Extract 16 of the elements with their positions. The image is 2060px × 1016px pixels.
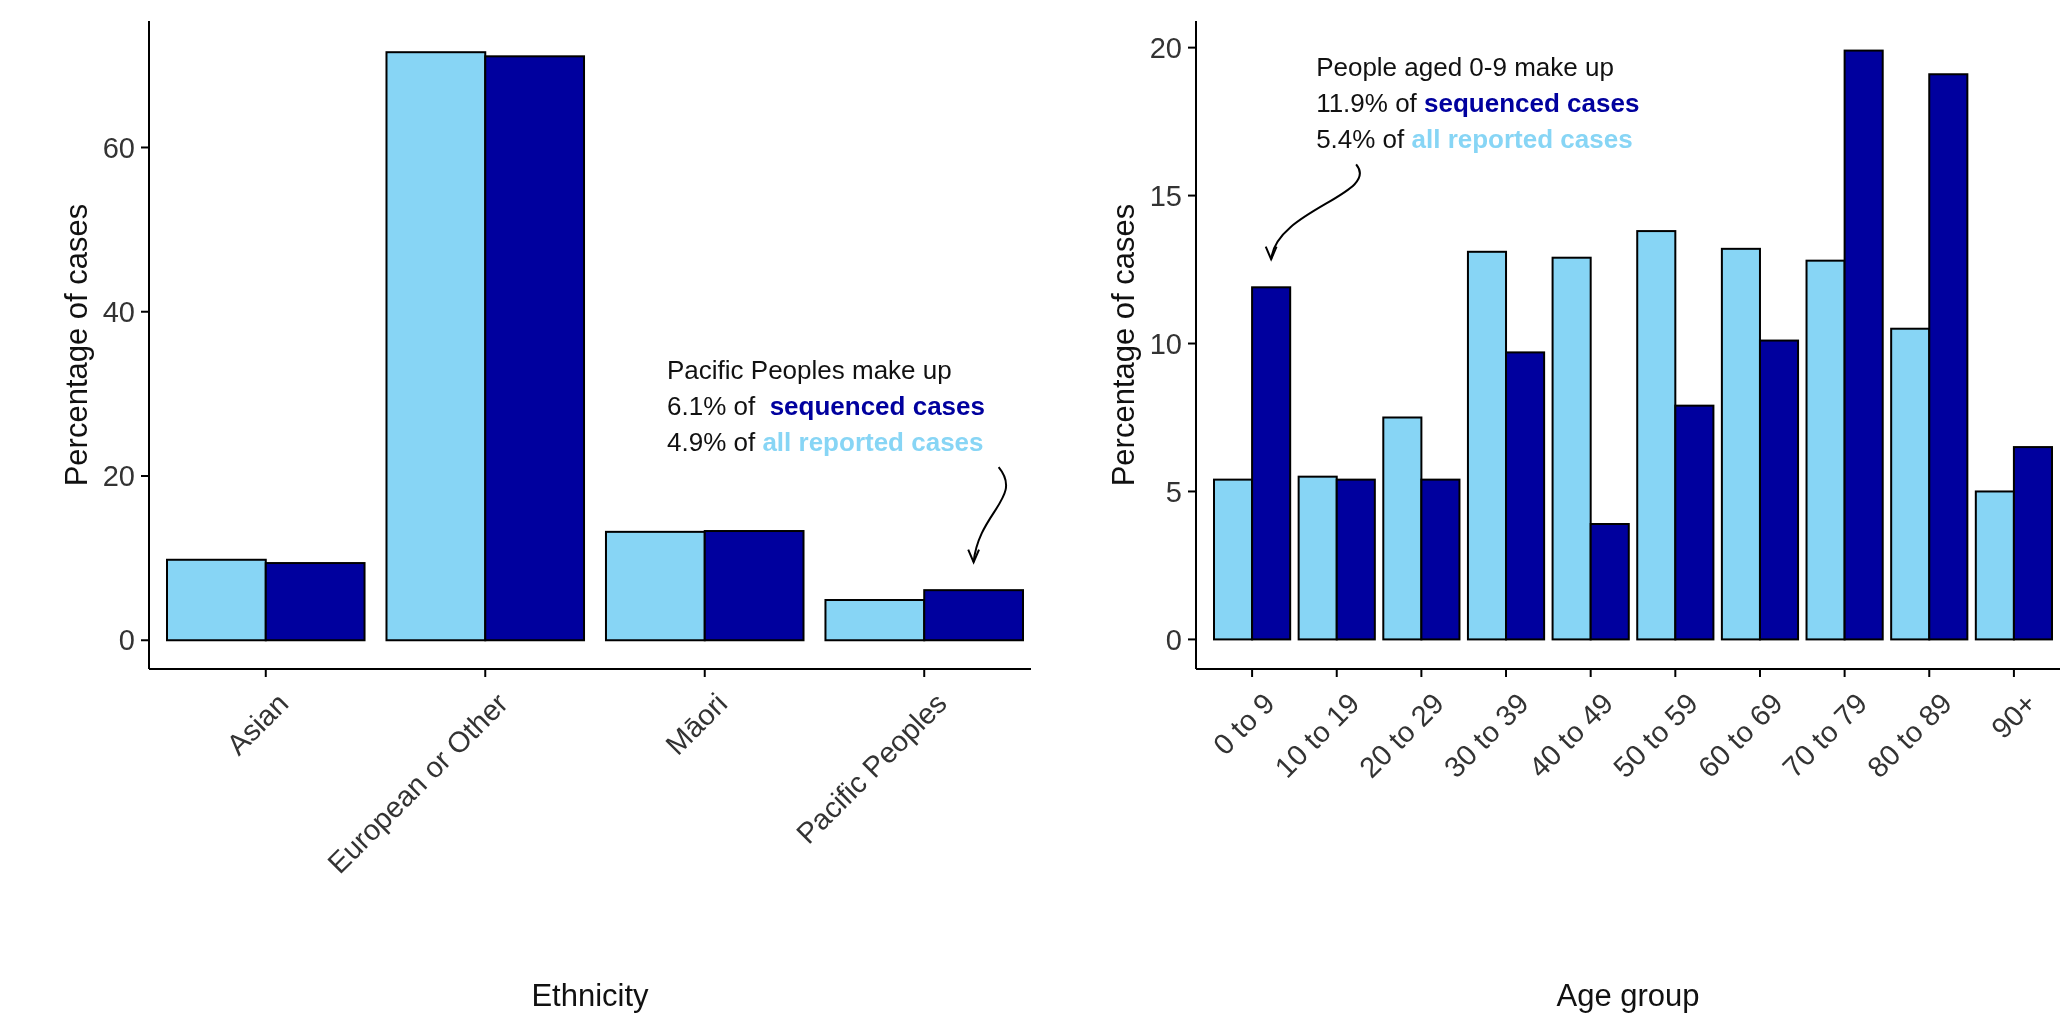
y-tick-label: 10	[1149, 327, 1182, 360]
y-tick-label: 0	[118, 624, 135, 657]
y-axis-title: Percentage of cases	[1106, 203, 1141, 487]
x-axis-title: Ethnicity	[531, 978, 650, 1013]
y-tick-label: 20	[1149, 31, 1182, 64]
y-tick-label: 5	[1165, 475, 1182, 508]
x-axis-title: Age group	[1556, 978, 1700, 1013]
y-tick-label: 40	[102, 295, 135, 328]
y-tick-label: 60	[102, 131, 135, 164]
y-axis-title: Percentage of cases	[59, 203, 94, 487]
x-tick-label: 90+	[1985, 686, 2043, 745]
y-tick-label: 20	[102, 460, 135, 493]
annotation: Pacific Peoples make up 6.1% of sequenced cases 4.9% of all reported cases	[667, 355, 985, 458]
y-tick-label: 15	[1149, 179, 1182, 212]
annotation: People aged 0-9 make up 11.9% of sequenced cases 5.4% of all reported cases	[1316, 52, 1640, 155]
y-tick-label: 0	[1165, 623, 1182, 656]
